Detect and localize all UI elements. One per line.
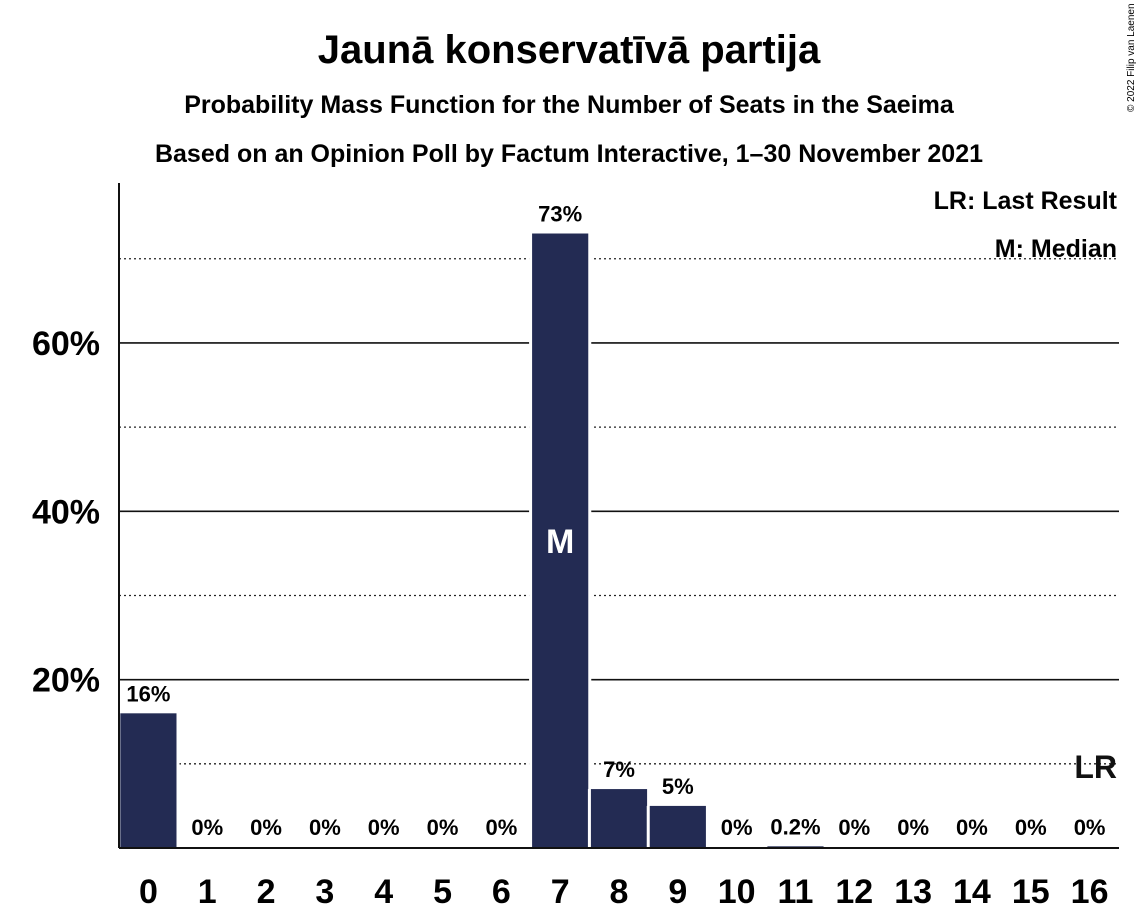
- x-tick-label-16: 16: [1071, 873, 1109, 911]
- legend-median: M: Median: [995, 235, 1117, 263]
- chart-title: Jaunā konservatīvā partija: [318, 28, 821, 72]
- data-label-0: 16%: [126, 681, 170, 706]
- x-tick-label-8: 8: [610, 873, 629, 911]
- data-label-15: 0%: [1015, 815, 1047, 840]
- data-label-5: 0%: [427, 815, 459, 840]
- data-label-11: 0.2%: [770, 814, 820, 839]
- x-tick-label-9: 9: [668, 873, 687, 911]
- data-label-6: 0%: [485, 815, 517, 840]
- x-tick-label-7: 7: [551, 873, 570, 911]
- gridlines: [119, 258, 1119, 765]
- x-tick-label-3: 3: [315, 873, 334, 911]
- x-tick-label-14: 14: [953, 873, 991, 911]
- data-label-2: 0%: [250, 815, 282, 840]
- x-tick-label-15: 15: [1012, 873, 1050, 911]
- x-tick-label-1: 1: [198, 873, 217, 911]
- data-label-4: 0%: [368, 815, 400, 840]
- copyright-notice: © 2022 Filip van Laenen: [1126, 3, 1137, 112]
- x-tick-label-13: 13: [894, 873, 932, 911]
- last-result-marker: LR: [1074, 749, 1117, 785]
- data-labels: 16% 0% 0% 0% 0% 0% 0% 73% 7% 5% 0% 0.2% 0% 0% 0% 0% 0% M L…: [126, 202, 1117, 840]
- data-label-12: 0%: [838, 815, 870, 840]
- x-tick-label-6: 6: [492, 873, 511, 911]
- y-tick-label: 20%: [32, 662, 100, 700]
- bar-8: [590, 789, 648, 848]
- x-tick-label-10: 10: [718, 873, 756, 911]
- legend-last-result: LR: Last Result: [934, 187, 1118, 215]
- data-label-16: 0%: [1074, 815, 1106, 840]
- axes: 20%40%60%0 1 2 3 4 5 6 7 8 9 10 11 12 13 14 15 16: [32, 183, 1119, 911]
- data-label-13: 0%: [897, 815, 929, 840]
- data-label-3: 0%: [309, 815, 341, 840]
- median-marker: M: [546, 523, 574, 561]
- x-tick-label-5: 5: [433, 873, 452, 911]
- bar-0: [120, 713, 177, 848]
- x-tick-label-11: 11: [777, 873, 813, 911]
- y-tick-label: 40%: [32, 493, 100, 531]
- x-tick-label-0: 0: [139, 873, 158, 911]
- chart-subtitle: Probability Mass Function for the Number…: [184, 91, 955, 119]
- data-label-9: 5%: [662, 774, 694, 799]
- data-label-8: 7%: [603, 757, 635, 782]
- x-tick-label-2: 2: [257, 873, 276, 911]
- x-tick-label-12: 12: [835, 873, 873, 911]
- x-tick-label-4: 4: [374, 873, 393, 911]
- bar-7: [532, 233, 589, 848]
- y-tick-label: 60%: [32, 325, 100, 363]
- data-label-1: 0%: [191, 815, 223, 840]
- bar-9: [649, 805, 706, 848]
- bars: [117, 233, 827, 848]
- data-label-7: 73%: [538, 202, 582, 227]
- data-label-10: 0%: [721, 815, 753, 840]
- chart-subtitle-source: Based on an Opinion Poll by Factum Inter…: [155, 140, 983, 168]
- data-label-14: 0%: [956, 815, 988, 840]
